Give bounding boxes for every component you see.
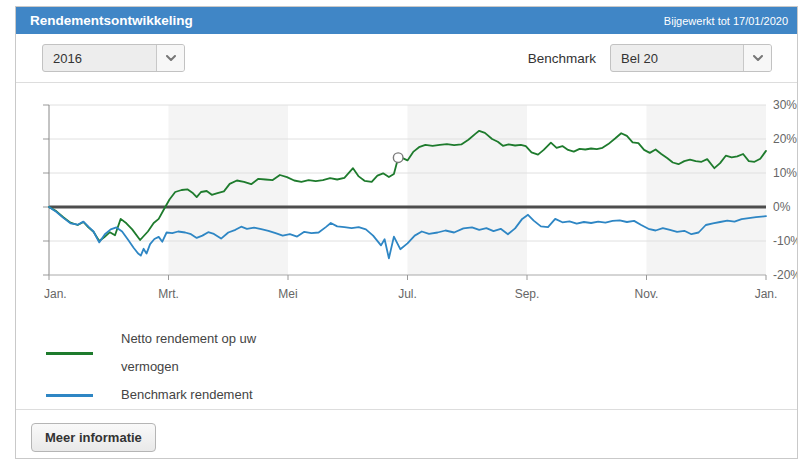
x-axis-label: Sep.	[515, 287, 540, 301]
year-select[interactable]: 2016	[42, 44, 185, 72]
benchmark-label: Benchmark	[528, 51, 596, 66]
chevron-down-icon	[156, 45, 184, 71]
widget-header: Rendementsontwikkeling Bijgewerkt tot 17…	[16, 7, 797, 34]
x-axis-label: Nov.	[635, 287, 659, 301]
legend-label: Netto rendement op uw vermogen	[121, 325, 283, 381]
benchmark-select[interactable]: Bel 20	[610, 44, 772, 72]
chevron-down-icon	[743, 45, 771, 71]
y-axis-label: 30%	[773, 98, 797, 112]
benchmark-group: Benchmark Bel 20	[528, 44, 772, 72]
x-axis-label: Jan.	[755, 287, 778, 301]
data-point-marker[interactable]	[393, 153, 403, 163]
x-axis-label: Jan.	[44, 287, 67, 301]
y-axis-label: -10%	[773, 234, 797, 248]
month-band	[408, 105, 528, 275]
controls-row: 2016 Benchmark Bel 20	[16, 34, 797, 83]
benchmark-select-value: Bel 20	[611, 45, 743, 71]
legend-item-net-return: Netto rendement op uw vermogen	[46, 325, 797, 381]
year-select-value: 2016	[43, 45, 156, 71]
returns-chart[interactable]: 30% 20% 10% 0% -10% -20% Jan. Mrt. Mei Jul. Sep. No…	[16, 83, 797, 317]
more-info-button[interactable]: Meer informatie	[31, 423, 156, 452]
legend-item-benchmark: Benchmark rendement	[46, 381, 797, 409]
y-axis-label: 0%	[773, 200, 791, 214]
x-axis-label: Mei	[278, 287, 297, 301]
x-axis-label: Jul.	[398, 287, 417, 301]
net-return-line-swatch	[46, 352, 93, 355]
page-title: Rendementsontwikkeling	[30, 13, 193, 28]
chart-legend: Netto rendement op uw vermogen Benchmark…	[16, 317, 797, 409]
legend-label: Benchmark rendement	[121, 381, 253, 409]
y-axis-label: -20%	[773, 268, 797, 282]
y-axis-label: 10%	[773, 166, 797, 180]
x-axis-label: Mrt.	[158, 287, 179, 301]
month-band	[647, 105, 767, 275]
returns-widget: Rendementsontwikkeling Bijgewerkt tot 17…	[15, 6, 798, 459]
last-updated-text: Bijgewerkt tot 17/01/2020	[664, 15, 788, 27]
line-chart-canvas[interactable]: 30% 20% 10% 0% -10% -20% Jan. Mrt. Mei Jul. Sep. No…	[16, 83, 797, 317]
footer-row: Meer informatie	[16, 409, 797, 452]
y-axis-label: 20%	[773, 132, 797, 146]
benchmark-line-swatch	[46, 394, 93, 397]
